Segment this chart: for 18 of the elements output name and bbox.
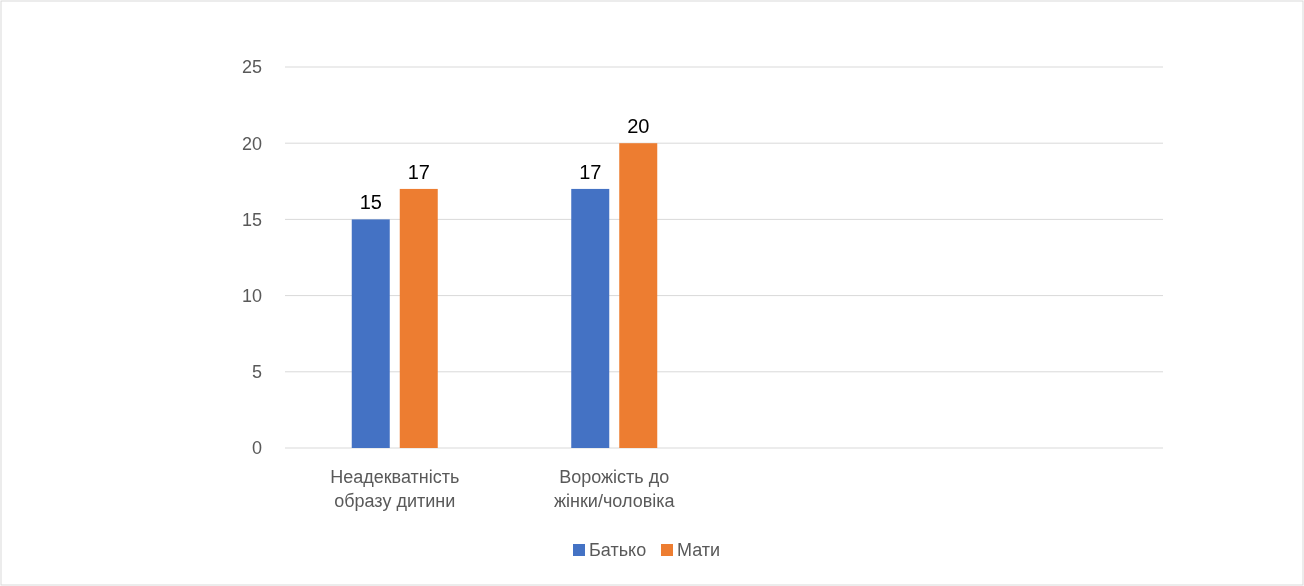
bar: [399, 188, 438, 448]
data-label: 15: [359, 191, 382, 214]
data-label: 17: [579, 160, 602, 183]
bar: [351, 219, 390, 448]
bar: [571, 188, 610, 448]
y-tick-label: 5: [251, 362, 262, 383]
x-tick-label: Неадекватність образу дитини: [330, 467, 460, 511]
legend-label: Мати: [677, 540, 721, 561]
y-tick-label: 15: [241, 209, 262, 230]
bar: [619, 143, 658, 448]
y-tick-label: 20: [241, 133, 262, 154]
y-tick-label: 0: [251, 438, 262, 459]
y-tick-label: 10: [241, 285, 262, 306]
data-label: 20: [627, 115, 650, 138]
legend-label: Батько: [589, 540, 647, 561]
y-tick-label: 25: [241, 57, 262, 78]
x-tick-label: Ворожість до жінки/чоловіка: [554, 467, 676, 511]
data-label: 17: [407, 160, 430, 183]
